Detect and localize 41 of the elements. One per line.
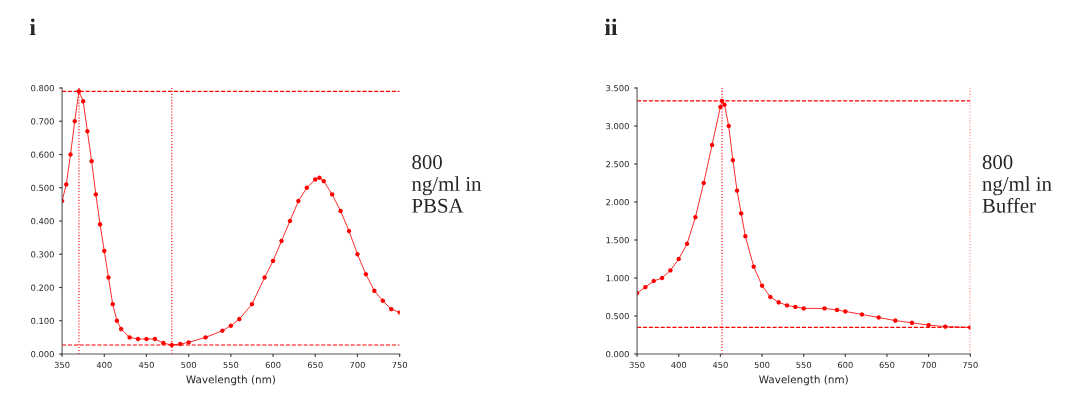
x-tick-label: 600 [265, 361, 281, 369]
y-tick-label: 2.000 [606, 198, 629, 206]
x-axis-title: Wavelength (nm) [759, 375, 848, 386]
y-tick-label: 0.300 [31, 251, 54, 258]
x-tick-label: 750 [963, 361, 978, 369]
x-tick-label: 700 [350, 361, 365, 369]
x-tick-label: 400 [671, 361, 687, 369]
y-tick-label: 0.400 [31, 217, 54, 225]
x-tick-label: 750 [392, 361, 408, 369]
chart-title: i [29, 18, 36, 35]
x-tick-label: 500 [754, 361, 770, 369]
text: 800 ng/ml in Buffer [982, 155, 1052, 213]
y-tick-label: 1.000 [606, 274, 629, 282]
x-tick-label: 500 [181, 361, 197, 369]
x-tick-label: 450 [138, 361, 154, 369]
x-tick-label: 450 [712, 361, 728, 369]
x-axis-title: Wavelength (nm) [186, 375, 275, 386]
y-tick-label: 3.000 [606, 122, 629, 130]
y-tick-label: 0.800 [31, 84, 54, 92]
x-tick-label: 550 [796, 361, 812, 369]
y-tick-label: 3.500 [606, 84, 629, 92]
y-tick-label: 0.100 [31, 317, 54, 325]
x-tick-label: 600 [837, 361, 853, 369]
y-tick-label: 0.500 [31, 184, 54, 192]
y-tick-label: 0.600 [31, 151, 54, 158]
x-tick-label: 650 [879, 361, 895, 369]
y-tick-label: 0.000 [606, 350, 629, 358]
y-tick-label: 2.500 [606, 160, 629, 168]
x-tick-label: 350 [629, 361, 645, 369]
x-tick-label: 650 [307, 361, 323, 369]
y-tick-label: 0.500 [606, 312, 629, 320]
y-tick-label: 0.700 [31, 118, 54, 125]
y-tick-label: 1.500 [606, 236, 629, 244]
x-tick-label: 400 [96, 361, 112, 369]
y-tick-label: 0.200 [31, 284, 54, 291]
x-tick-label: 700 [921, 361, 937, 369]
text: 800 ng/ml in PBSA [411, 155, 482, 213]
chart-title: ii [604, 18, 618, 35]
y-tick-label: 0.000 [31, 350, 54, 358]
x-tick-label: 550 [223, 361, 239, 369]
x-tick-label: 350 [54, 361, 70, 369]
